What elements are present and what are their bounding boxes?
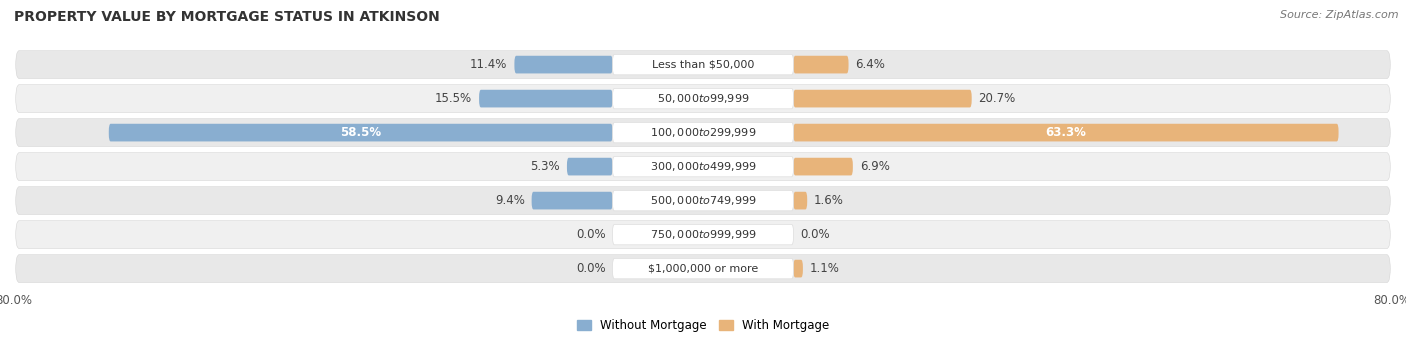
Text: 1.6%: 1.6%	[814, 194, 844, 207]
FancyBboxPatch shape	[15, 85, 1391, 113]
FancyBboxPatch shape	[15, 255, 1391, 283]
Text: $100,000 to $299,999: $100,000 to $299,999	[650, 126, 756, 139]
Text: 6.4%: 6.4%	[855, 58, 886, 71]
FancyBboxPatch shape	[15, 119, 1391, 147]
Text: 6.9%: 6.9%	[859, 160, 890, 173]
Text: $300,000 to $499,999: $300,000 to $499,999	[650, 160, 756, 173]
FancyBboxPatch shape	[793, 90, 972, 107]
Text: $750,000 to $999,999: $750,000 to $999,999	[650, 228, 756, 241]
FancyBboxPatch shape	[613, 224, 793, 245]
Text: 20.7%: 20.7%	[979, 92, 1015, 105]
FancyBboxPatch shape	[613, 88, 793, 109]
FancyBboxPatch shape	[15, 187, 1391, 215]
Text: 58.5%: 58.5%	[340, 126, 381, 139]
FancyBboxPatch shape	[108, 124, 613, 141]
Text: 0.0%: 0.0%	[576, 262, 606, 275]
Text: 9.4%: 9.4%	[495, 194, 524, 207]
Text: PROPERTY VALUE BY MORTGAGE STATUS IN ATKINSON: PROPERTY VALUE BY MORTGAGE STATUS IN ATK…	[14, 10, 440, 24]
FancyBboxPatch shape	[613, 258, 793, 279]
FancyBboxPatch shape	[793, 124, 1339, 141]
Text: 0.0%: 0.0%	[800, 228, 830, 241]
Text: 0.0%: 0.0%	[576, 228, 606, 241]
FancyBboxPatch shape	[613, 54, 793, 75]
Text: Less than $50,000: Less than $50,000	[652, 59, 754, 70]
FancyBboxPatch shape	[515, 56, 613, 73]
FancyBboxPatch shape	[567, 158, 613, 175]
Text: Source: ZipAtlas.com: Source: ZipAtlas.com	[1281, 10, 1399, 20]
Text: 63.3%: 63.3%	[1046, 126, 1087, 139]
Text: $1,000,000 or more: $1,000,000 or more	[648, 264, 758, 274]
FancyBboxPatch shape	[793, 56, 849, 73]
Text: 5.3%: 5.3%	[530, 160, 560, 173]
FancyBboxPatch shape	[793, 260, 803, 277]
FancyBboxPatch shape	[613, 190, 793, 211]
FancyBboxPatch shape	[613, 156, 793, 177]
FancyBboxPatch shape	[613, 122, 793, 143]
Text: 1.1%: 1.1%	[810, 262, 839, 275]
Text: $500,000 to $749,999: $500,000 to $749,999	[650, 194, 756, 207]
FancyBboxPatch shape	[15, 51, 1391, 79]
Text: 15.5%: 15.5%	[434, 92, 472, 105]
Text: 11.4%: 11.4%	[470, 58, 508, 71]
FancyBboxPatch shape	[15, 153, 1391, 181]
FancyBboxPatch shape	[479, 90, 613, 107]
FancyBboxPatch shape	[531, 192, 613, 209]
Legend: Without Mortgage, With Mortgage: Without Mortgage, With Mortgage	[572, 314, 834, 337]
FancyBboxPatch shape	[793, 158, 853, 175]
FancyBboxPatch shape	[15, 221, 1391, 249]
FancyBboxPatch shape	[793, 192, 807, 209]
Text: $50,000 to $99,999: $50,000 to $99,999	[657, 92, 749, 105]
